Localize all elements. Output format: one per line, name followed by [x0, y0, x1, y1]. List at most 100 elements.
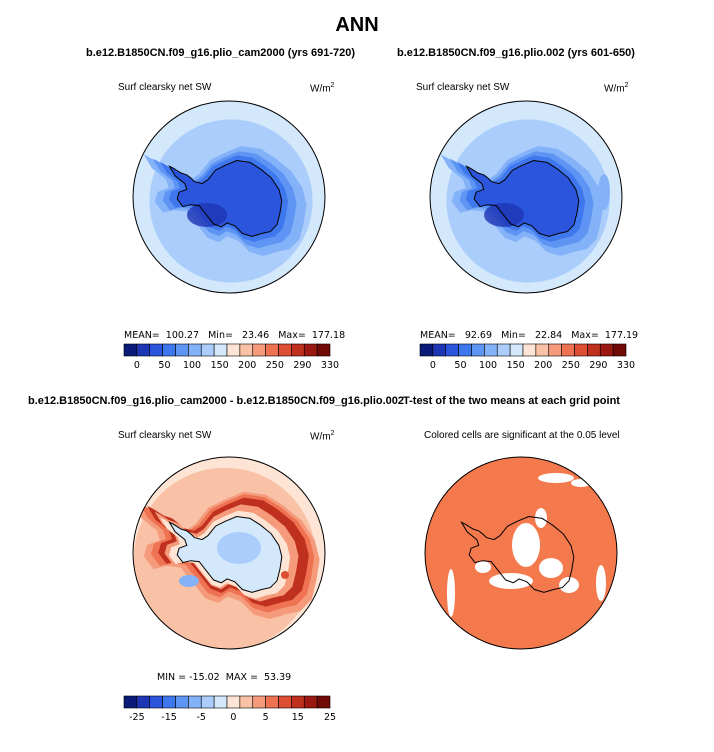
panel-1-colorbar: 0 50 100 150 200 250 290 330	[123, 343, 339, 371]
colorbar-box	[291, 343, 305, 357]
colorbar-box	[239, 695, 254, 709]
non-significant-cell	[571, 479, 591, 487]
non-significant-cell	[596, 565, 606, 601]
colorbar-box	[239, 343, 254, 357]
colorbar-box	[432, 343, 447, 357]
colorbar-box	[278, 695, 292, 709]
colorbar-tick-label: 330	[321, 360, 339, 371]
panel-2-map	[429, 100, 623, 294]
panel-1-variable: Surf clearsky net SW	[118, 82, 212, 93]
colorbar-box	[162, 343, 176, 357]
colorbar-box	[458, 343, 472, 357]
colorbar-box	[226, 695, 241, 709]
colorbar-tick-label: 150	[507, 360, 525, 371]
colorbar-tick-label: 290	[293, 360, 311, 371]
coastline	[465, 159, 580, 237]
coastline	[168, 515, 283, 593]
colorbar-box	[175, 343, 189, 357]
colorbar-box	[548, 343, 562, 357]
land-field	[466, 160, 579, 237]
panel-1-title: b.e12.B1850CN.f09_g16.plio_cam2000 (yrs …	[86, 47, 356, 59]
colorbar-box	[587, 343, 601, 357]
colorbar-box	[278, 343, 292, 357]
map-field	[133, 101, 325, 293]
colorbar-box	[303, 695, 318, 709]
panel-2-variable: Surf clearsky net SW	[416, 82, 510, 93]
colorbar-box	[136, 343, 151, 357]
colorbar-tick-label: 100	[183, 360, 201, 371]
colorbar-tick-label: 5	[263, 712, 269, 723]
colorbar-tick-label: 50	[454, 360, 466, 371]
colorbar-box	[522, 343, 537, 357]
colorbar-box	[252, 695, 266, 709]
map-field	[425, 457, 617, 649]
colorbar-box	[509, 343, 524, 357]
non-significant-cell	[512, 523, 540, 567]
panel-4-title: T-test of the two means at each grid poi…	[403, 395, 620, 407]
panel-3-stats: MIN = -15.02 MAX = 53.39	[157, 672, 292, 683]
colorbar-box	[574, 343, 588, 357]
land-field	[217, 532, 261, 564]
colorbar-box	[123, 695, 138, 709]
coastline	[168, 159, 283, 237]
colorbar-tick-label: 250	[562, 360, 580, 371]
colorbar-box	[535, 343, 550, 357]
ocean-band	[598, 174, 610, 210]
colorbar-tick-label: 200	[238, 360, 256, 371]
colorbar-tick-label: 150	[211, 360, 229, 371]
colorbar-tick-label: 250	[266, 360, 284, 371]
colorbar-tick-label: 330	[617, 360, 635, 371]
panel-2-title: b.e12.B1850CN.f09_g16.plio.002 (yrs 601-…	[397, 47, 635, 59]
map-field	[133, 457, 325, 649]
land-field	[179, 575, 199, 587]
colorbar-box	[316, 343, 331, 357]
colorbar-box	[252, 343, 266, 357]
colorbar-box	[419, 343, 434, 357]
colorbar-box	[226, 343, 241, 357]
colorbar-box	[149, 695, 163, 709]
coastline	[460, 515, 575, 593]
colorbar-box	[175, 695, 189, 709]
colorbar-tick-label: 200	[534, 360, 552, 371]
non-significant-cell	[538, 473, 574, 483]
colorbar-box	[200, 343, 215, 357]
colorbar-tick-label: -5	[197, 712, 206, 723]
land-field	[281, 571, 289, 579]
panel-3-map	[132, 456, 326, 650]
non-significant-cell	[539, 558, 563, 578]
colorbar-tick-label: -15	[161, 712, 177, 723]
map-border	[132, 100, 326, 294]
colorbar-tick-label: 50	[158, 360, 170, 371]
non-significant-cell	[447, 569, 455, 617]
figure-title: ANN	[335, 14, 379, 36]
panel-1-stats: MEAN= 100.27 Min= 23.46 Max= 177.18	[124, 330, 346, 341]
colorbar-box	[316, 695, 331, 709]
colorbar-tick-label: 290	[589, 360, 607, 371]
colorbar-box	[136, 695, 151, 709]
colorbar-box	[471, 343, 485, 357]
panel-3-units: W/m2	[310, 430, 335, 443]
panel-2-units: W/m2	[604, 82, 629, 95]
colorbar-box	[149, 343, 163, 357]
panel-3-title: b.e12.B1850CN.f09_g16.plio_cam2000 - b.e…	[28, 395, 405, 407]
colorbar-box	[265, 343, 279, 357]
colorbar-tick-label: 15	[292, 712, 304, 723]
panel-4-variable: Colored cells are significant at the 0.0…	[424, 430, 620, 441]
colorbar-box	[484, 343, 498, 357]
map-border	[429, 100, 623, 294]
colorbar-tick-label: 0	[230, 712, 236, 723]
colorbar-box	[200, 695, 215, 709]
non-significant-cell	[489, 573, 533, 589]
map-border	[132, 456, 326, 650]
colorbar-box	[445, 343, 459, 357]
colorbar-box	[291, 695, 305, 709]
colorbar-box	[612, 343, 627, 357]
colorbar-tick-label: 25	[324, 712, 336, 723]
map-field	[430, 101, 622, 293]
non-significant-cell	[475, 561, 491, 573]
colorbar-box	[188, 695, 202, 709]
colorbar-tick-label: 0	[134, 360, 140, 371]
colorbar-box	[162, 695, 176, 709]
colorbar-box	[496, 343, 511, 357]
panel-1-units: W/m2	[310, 82, 335, 95]
